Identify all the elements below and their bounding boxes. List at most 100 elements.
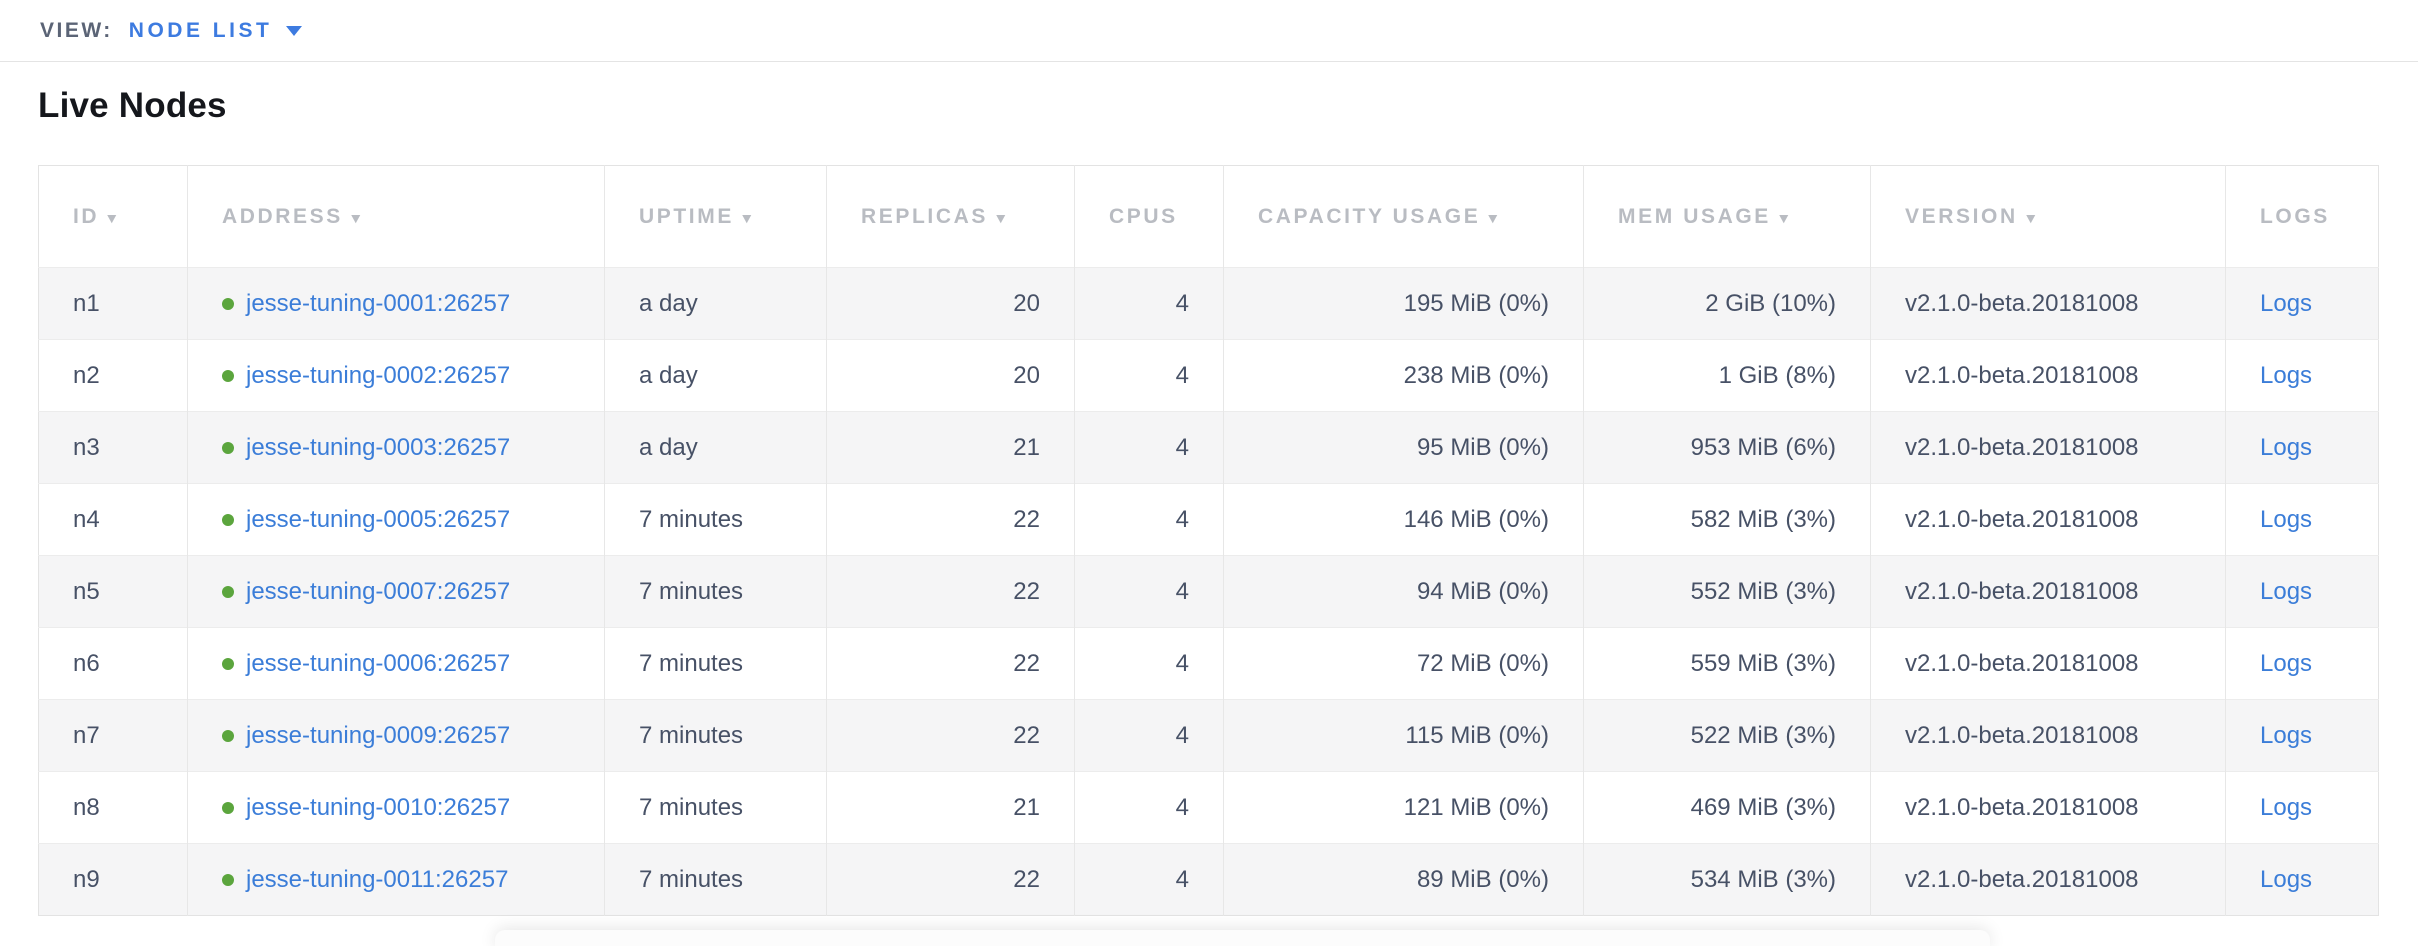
sort-desc-icon: ▼ xyxy=(348,209,367,226)
node-id-cell: n3 xyxy=(38,411,188,484)
node-logs-link[interactable]: Logs xyxy=(2260,433,2313,461)
node-cpus-cell: 4 xyxy=(1074,699,1224,772)
node-address-cell: jesse-tuning-0007:26257 xyxy=(187,555,605,628)
node-id-cell: n1 xyxy=(38,267,188,340)
node-logs-cell: Logs xyxy=(2225,483,2379,556)
sort-desc-icon: ▼ xyxy=(1776,209,1795,226)
node-logs-link[interactable]: Logs xyxy=(2260,361,2313,389)
node-address-link[interactable]: jesse-tuning-0002:26257 xyxy=(246,361,511,389)
column-header-cpus: CPUS▼ xyxy=(1074,165,1224,268)
node-replicas-cell: 21 xyxy=(826,411,1075,484)
live-node-dot-icon xyxy=(222,297,234,310)
node-address-link[interactable]: jesse-tuning-0003:26257 xyxy=(246,433,511,461)
table-row: n2 jesse-tuning-0002:26257 a day 20 4 23… xyxy=(38,339,2379,412)
column-header-mem-usage[interactable]: MEM USAGE ▼ xyxy=(1583,165,1871,268)
table-row: n6 jesse-tuning-0006:26257 7 minutes 22 … xyxy=(38,627,2379,700)
node-id-cell: n8 xyxy=(38,771,188,844)
node-logs-link[interactable]: Logs xyxy=(2260,721,2313,749)
column-header-version[interactable]: VERSION ▼ xyxy=(1870,165,2226,268)
node-capacity-usage-cell: 89 MiB (0%) xyxy=(1223,843,1584,916)
sort-desc-icon: ▼ xyxy=(993,209,1012,226)
node-id-cell: n5 xyxy=(38,555,188,628)
node-logs-link[interactable]: Logs xyxy=(2260,793,2313,821)
node-logs-link[interactable]: Logs xyxy=(2260,865,2313,893)
live-node-dot-icon xyxy=(222,801,234,814)
view-dropdown[interactable]: NODE LIST xyxy=(129,19,303,43)
node-cpus-cell: 4 xyxy=(1074,267,1224,340)
node-mem-usage-cell: 1 GiB (8%) xyxy=(1583,339,1871,412)
sort-desc-icon: ▼ xyxy=(104,209,123,226)
sort-desc-icon: ▼ xyxy=(1485,209,1504,226)
column-header-uptime[interactable]: UPTIME ▼ xyxy=(604,165,827,268)
node-uptime-cell: 7 minutes xyxy=(604,771,827,844)
nodes-table-body: n1 jesse-tuning-0001:26257 a day 20 4 19… xyxy=(38,267,2379,916)
node-cpus-cell: 4 xyxy=(1074,411,1224,484)
column-header-label: CPUS xyxy=(1109,204,1178,228)
node-logs-cell: Logs xyxy=(2225,555,2379,628)
node-address-link[interactable]: jesse-tuning-0009:26257 xyxy=(246,721,511,749)
node-address-link[interactable]: jesse-tuning-0005:26257 xyxy=(246,505,511,533)
node-address-cell: jesse-tuning-0003:26257 xyxy=(187,411,605,484)
node-uptime-cell: 7 minutes xyxy=(604,483,827,556)
column-header-label: ADDRESS xyxy=(222,204,343,228)
column-header-id[interactable]: ID ▼ xyxy=(38,165,188,268)
node-address-cell: jesse-tuning-0011:26257 xyxy=(187,843,605,916)
node-uptime-cell: 7 minutes xyxy=(604,555,827,628)
node-address-cell: jesse-tuning-0006:26257 xyxy=(187,627,605,700)
node-mem-usage-cell: 2 GiB (10%) xyxy=(1583,267,1871,340)
node-capacity-usage-cell: 121 MiB (0%) xyxy=(1223,771,1584,844)
node-mem-usage-cell: 953 MiB (6%) xyxy=(1583,411,1871,484)
node-version-cell: v2.1.0-beta.20181008 xyxy=(1870,627,2226,700)
node-capacity-usage-cell: 115 MiB (0%) xyxy=(1223,699,1584,772)
live-node-dot-icon xyxy=(222,513,234,526)
column-header-label: UPTIME xyxy=(639,204,734,228)
table-row: n3 jesse-tuning-0003:26257 a day 21 4 95… xyxy=(38,411,2379,484)
column-header-label: MEM USAGE xyxy=(1618,204,1771,228)
view-bar: VIEW: NODE LIST xyxy=(0,0,2418,62)
node-address-link[interactable]: jesse-tuning-0001:26257 xyxy=(246,289,511,317)
column-header-logs: LOGS▼ xyxy=(2225,165,2379,268)
live-node-dot-icon xyxy=(222,657,234,670)
column-header-address[interactable]: ADDRESS ▼ xyxy=(187,165,605,268)
node-address-link[interactable]: jesse-tuning-0006:26257 xyxy=(246,649,511,677)
column-header-replicas[interactable]: REPLICAS ▼ xyxy=(826,165,1075,268)
column-header-capacity-usage[interactable]: CAPACITY USAGE ▼ xyxy=(1223,165,1584,268)
node-capacity-usage-cell: 95 MiB (0%) xyxy=(1223,411,1584,484)
node-logs-link[interactable]: Logs xyxy=(2260,577,2313,605)
node-cpus-cell: 4 xyxy=(1074,627,1224,700)
node-version-cell: v2.1.0-beta.20181008 xyxy=(1870,411,2226,484)
live-node-dot-icon xyxy=(222,729,234,742)
node-address-link[interactable]: jesse-tuning-0007:26257 xyxy=(246,577,511,605)
node-uptime-cell: a day xyxy=(604,411,827,484)
node-logs-link[interactable]: Logs xyxy=(2260,289,2313,317)
node-version-cell: v2.1.0-beta.20181008 xyxy=(1870,267,2226,340)
node-logs-link[interactable]: Logs xyxy=(2260,505,2313,533)
table-row: n5 jesse-tuning-0007:26257 7 minutes 22 … xyxy=(38,555,2379,628)
column-header-label: CAPACITY USAGE xyxy=(1258,204,1481,228)
node-cpus-cell: 4 xyxy=(1074,339,1224,412)
next-panel-top-edge xyxy=(495,930,1990,946)
node-capacity-usage-cell: 146 MiB (0%) xyxy=(1223,483,1584,556)
node-version-cell: v2.1.0-beta.20181008 xyxy=(1870,699,2226,772)
node-address-cell: jesse-tuning-0010:26257 xyxy=(187,771,605,844)
node-version-cell: v2.1.0-beta.20181008 xyxy=(1870,771,2226,844)
node-id-cell: n7 xyxy=(38,699,188,772)
node-uptime-cell: 7 minutes xyxy=(604,627,827,700)
node-replicas-cell: 22 xyxy=(826,699,1075,772)
node-version-cell: v2.1.0-beta.20181008 xyxy=(1870,555,2226,628)
nodes-table: ID▼ ADDRESS▼ UPTIME▼ REPLICAS▼ CPUS▼ CAP… xyxy=(38,165,2379,916)
node-logs-cell: Logs xyxy=(2225,267,2379,340)
node-logs-cell: Logs xyxy=(2225,411,2379,484)
node-uptime-cell: 7 minutes xyxy=(604,699,827,772)
node-uptime-cell: a day xyxy=(604,339,827,412)
table-header-row: ID▼ ADDRESS▼ UPTIME▼ REPLICAS▼ CPUS▼ CAP… xyxy=(38,165,2379,268)
page-title: Live Nodes xyxy=(38,86,227,125)
node-mem-usage-cell: 522 MiB (3%) xyxy=(1583,699,1871,772)
chevron-down-icon xyxy=(286,25,303,36)
node-logs-link[interactable]: Logs xyxy=(2260,649,2313,677)
node-mem-usage-cell: 552 MiB (3%) xyxy=(1583,555,1871,628)
column-header-label: ID xyxy=(73,204,100,228)
node-address-link[interactable]: jesse-tuning-0010:26257 xyxy=(246,793,511,821)
node-address-link[interactable]: jesse-tuning-0011:26257 xyxy=(246,865,509,893)
node-mem-usage-cell: 582 MiB (3%) xyxy=(1583,483,1871,556)
